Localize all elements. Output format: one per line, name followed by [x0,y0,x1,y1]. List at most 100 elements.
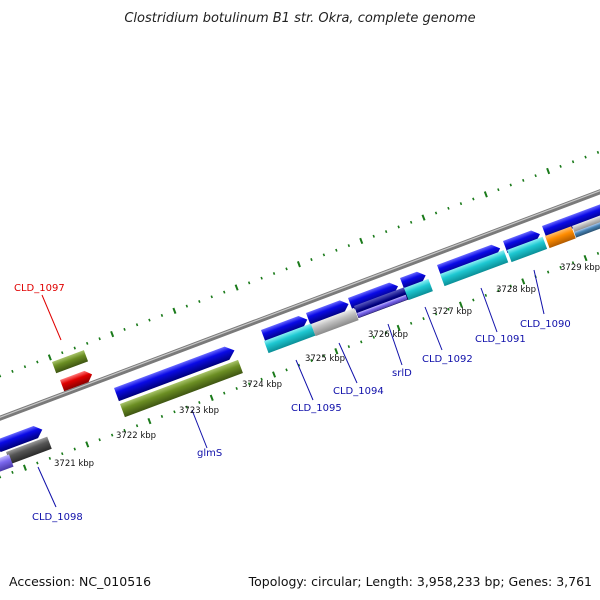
minor-tick [48,456,52,460]
minor-tick [11,369,14,373]
minor-tick [447,206,450,210]
minor-tick [322,354,326,358]
cds-next-arrow[interactable] [542,201,600,239]
feature-cld-1098-dark[interactable] [6,436,52,465]
minor-tick [384,230,388,234]
major-tick [421,214,426,221]
minor-tick [559,265,562,269]
minor-tick [160,313,164,317]
cld-1097-features [52,350,94,392]
feature-track [0,211,600,473]
feature-gray-right[interactable] [572,211,600,233]
leader-cld-1094 [338,342,358,384]
gene-label-cld-1094[interactable]: CLD_1094 [333,386,384,397]
leader-cld-1090 [533,269,545,315]
major-tick [47,354,52,361]
feature-cld-1090-cyan[interactable] [507,236,548,263]
rna-cld-1097-arrow[interactable] [60,369,94,392]
ruler-label: 3729 kbp [560,263,600,273]
minor-tick [173,410,176,414]
minor-tick [571,261,575,265]
minor-tick [310,359,313,363]
minor-tick [422,317,425,321]
minor-tick [372,234,375,238]
cds-cld-1095-arrow[interactable] [261,314,310,343]
ruler-label: 3727 kbp [432,307,472,317]
minor-tick [198,401,201,404]
leader-cld-1091 [480,287,498,333]
feature-cld-1095-cyan[interactable] [264,323,316,354]
minor-tick [347,345,351,349]
minor-tick [384,331,388,335]
gene-label-glms[interactable]: glmS [197,448,222,459]
feature-cld-1092-cyan[interactable] [404,278,433,301]
minor-tick [272,272,276,275]
minor-tick [285,368,288,372]
cds-glms-arrow[interactable] [114,344,237,402]
minor-tick [409,220,413,224]
feature-orange[interactable] [545,226,576,249]
minor-tick [247,281,251,285]
minor-tick [447,307,450,311]
major-tick [359,237,364,245]
feature-cld-1097-olive[interactable] [52,350,89,374]
ruler-labels: 3721 kbp 3722 kbp 3723 kbp 3724 kbp 3725… [54,263,600,469]
ruler-label: 3723 kbp [179,406,219,416]
gene-label-cld-1092[interactable]: CLD_1092 [422,354,473,365]
gene-labels: CLD_1097 CLD_1098 glmS CLD_1095 CLD_1094… [14,283,571,523]
feature-cld-1091-cyan[interactable] [440,250,509,287]
cds-cld-1091-arrow[interactable] [437,242,502,278]
minor-tick [0,475,2,479]
minor-tick [459,202,463,206]
minor-tick [534,174,537,178]
minor-tick [160,414,164,418]
minor-tick [135,424,139,428]
minor-tick [185,304,189,308]
genome-summary-text: Topology: circular; Length: 3,958,233 bp… [248,574,592,589]
minor-tick [123,327,126,331]
gene-label-srld[interactable]: srlD [392,368,412,379]
minor-tick [260,377,263,381]
genome-backbone [0,189,600,421]
gene-label-cld-1097[interactable]: CLD_1097 [14,283,65,294]
minor-tick [559,164,562,168]
major-tick [334,348,339,355]
minor-tick [509,183,512,187]
cds-srld-arrow[interactable] [348,280,400,311]
cds-cld-1092-arrow[interactable] [400,269,428,291]
feature-left-purple[interactable] [0,454,14,473]
gene-label-cld-1091[interactable]: CLD_1091 [475,334,526,345]
feature-cld-1094-gray[interactable] [311,307,359,337]
minor-tick [73,346,76,350]
ruler-label: 3725 kbp [305,354,345,364]
minor-tick [11,470,14,474]
cds-cld-1094-arrow[interactable] [306,298,351,326]
gene-label-cld-1095[interactable]: CLD_1095 [291,403,342,414]
ruler-label: 3728 kbp [496,285,536,295]
cds-cld-1090-arrow[interactable] [503,228,542,254]
minor-tick [297,363,301,367]
leader-cld-1095 [295,359,314,401]
minor-tick [36,461,39,465]
minor-tick [497,188,500,192]
minor-tick [596,251,600,255]
major-tick [546,167,551,175]
major-tick [234,284,239,291]
minor-tick [522,178,525,182]
leader-cld-1098 [37,466,57,508]
cds-cld-1098-arrow[interactable] [0,424,45,453]
ruler-label: 3722 kbp [116,431,156,441]
minor-tick [110,433,114,437]
feature-glms-olive[interactable] [120,359,243,418]
minor-tick [61,351,64,355]
minor-tick [472,197,475,201]
gene-label-cld-1090[interactable]: CLD_1090 [520,319,571,330]
major-tick [272,371,277,378]
major-tick [296,261,301,268]
major-tick [521,278,526,285]
feature-srld-purple[interactable] [357,294,408,318]
major-tick [209,394,214,401]
feature-steel-right[interactable] [574,217,600,238]
minor-tick [509,284,512,288]
gene-label-cld-1098[interactable]: CLD_1098 [32,512,83,523]
